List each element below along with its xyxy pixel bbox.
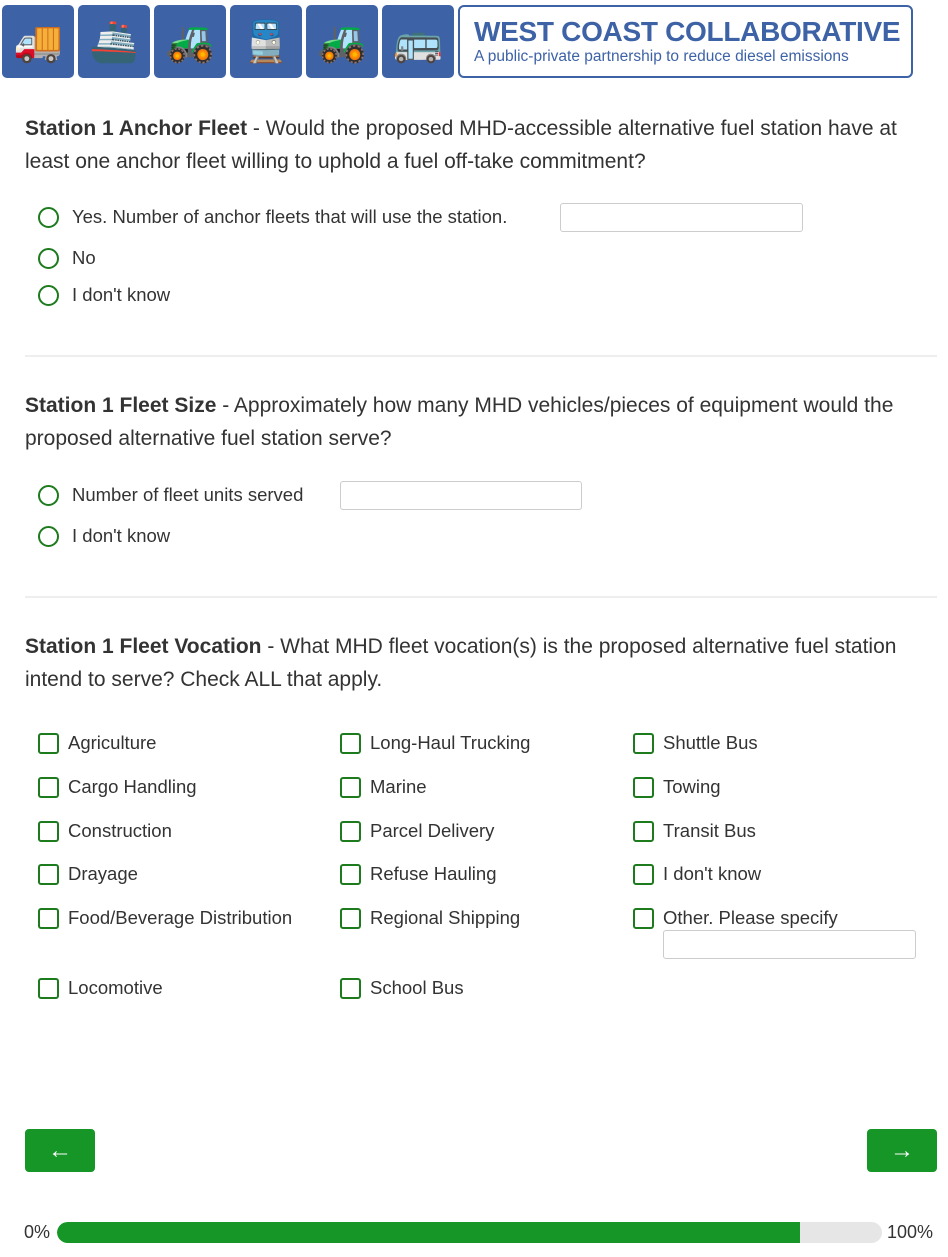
option-label: No xyxy=(72,247,96,268)
loader-icon: 🚜 xyxy=(154,5,226,78)
checkbox-option[interactable]: Agriculture xyxy=(38,731,156,755)
question-anchor-fleet: Station 1 Anchor Fleet - Would the propo… xyxy=(25,112,940,178)
progress-bar xyxy=(57,1222,882,1243)
checkbox[interactable] xyxy=(633,820,654,842)
question-fleet-vocation: Station 1 Fleet Vocation - What MHD flee… xyxy=(25,630,940,696)
checkbox[interactable] xyxy=(38,820,59,842)
radio-button[interactable] xyxy=(38,525,59,547)
progress-max-label: 100% xyxy=(887,1222,934,1242)
checkbox-option[interactable]: Drayage xyxy=(38,862,138,886)
checkbox[interactable] xyxy=(340,820,361,842)
checkbox-option[interactable]: Refuse Hauling xyxy=(340,862,497,886)
radio-dont-know[interactable]: I don't know xyxy=(38,283,170,307)
fleet-units-input[interactable] xyxy=(340,481,582,510)
checkbox-option[interactable]: Other. Please specify xyxy=(633,906,838,930)
checkbox-option[interactable]: Transit Bus xyxy=(633,819,756,843)
checkbox[interactable] xyxy=(340,907,361,929)
radio-dont-know[interactable]: I don't know xyxy=(38,524,170,548)
radio-button[interactable] xyxy=(38,484,59,506)
radio-no[interactable]: No xyxy=(38,246,96,270)
option-label: Towing xyxy=(663,776,721,797)
question-fleet-size: Station 1 Fleet Size - Approximately how… xyxy=(25,389,940,455)
option-label: Number of fleet units served xyxy=(72,484,304,505)
checkbox[interactable] xyxy=(38,907,59,929)
ship-icon: 🚢 xyxy=(78,5,150,78)
question-title: Station 1 Fleet Size xyxy=(25,394,217,417)
checkbox-option[interactable]: Long-Haul Trucking xyxy=(340,731,530,755)
option-label: Regional Shipping xyxy=(370,907,521,928)
divider xyxy=(25,596,937,598)
question-text: - Approximately how many MHD vehicles/pi… xyxy=(25,394,894,450)
option-label: Long-Haul Trucking xyxy=(370,732,531,753)
locomotive-icon: 🚆 xyxy=(230,5,302,78)
option-label: I don't know xyxy=(72,525,171,546)
checkbox[interactable] xyxy=(38,977,59,999)
radio-button[interactable] xyxy=(38,247,59,269)
option-label: Locomotive xyxy=(68,977,163,998)
option-label: Drayage xyxy=(68,863,138,884)
checkbox-option[interactable]: Construction xyxy=(38,819,172,843)
option-label: I don't know xyxy=(72,284,171,305)
option-label: Parcel Delivery xyxy=(370,820,495,841)
next-button[interactable]: → xyxy=(867,1129,937,1172)
divider xyxy=(25,355,937,357)
progress-fill xyxy=(57,1222,800,1243)
checkbox-option[interactable]: School Bus xyxy=(340,976,464,1000)
option-label: School Bus xyxy=(370,977,464,998)
checkbox-option[interactable]: Shuttle Bus xyxy=(633,731,758,755)
checkbox-option[interactable]: Locomotive xyxy=(38,976,163,1000)
checkbox[interactable] xyxy=(340,977,361,999)
radio-button[interactable] xyxy=(38,284,59,306)
option-label: Food/Beverage Distribution xyxy=(68,907,293,928)
question-text: - What MHD fleet vocation(s) is the prop… xyxy=(25,635,897,691)
checkbox[interactable] xyxy=(38,732,59,754)
checkbox-option[interactable]: Cargo Handling xyxy=(38,775,197,799)
bus-icon: 🚌 xyxy=(382,5,454,78)
checkbox[interactable] xyxy=(633,732,654,754)
radio-fleet-units[interactable]: Number of fleet units served xyxy=(38,483,303,507)
checkbox-option[interactable]: Marine xyxy=(340,775,427,799)
question-text: - Would the proposed MHD-accessible alte… xyxy=(25,117,897,173)
radio-yes[interactable]: Yes. Number of anchor fleets that will u… xyxy=(38,205,507,229)
checkbox[interactable] xyxy=(340,776,361,798)
truck-icon: 🚚 xyxy=(2,5,74,78)
tractor-icon: 🚜 xyxy=(306,5,378,78)
option-label: Yes. Number of anchor fleets that will u… xyxy=(72,206,508,227)
logo-subtitle: A public-private partnership to reduce d… xyxy=(474,48,849,65)
checkbox[interactable] xyxy=(633,907,654,929)
other-specify-input[interactable] xyxy=(663,930,916,959)
checkbox[interactable] xyxy=(633,863,654,885)
option-label: Transit Bus xyxy=(663,820,756,841)
logo: WEST COAST COLLABORATIVE A public-privat… xyxy=(458,5,913,78)
header-banner: 🚚 🚢 🚜 🚆 🚜 🚌 WEST COAST COLLABORATIVE A p… xyxy=(2,5,913,78)
checkbox[interactable] xyxy=(38,776,59,798)
logo-title: WEST COAST COLLABORATIVE xyxy=(474,16,901,47)
option-label: Other. Please specify xyxy=(663,907,838,928)
question-title: Station 1 Anchor Fleet xyxy=(25,117,248,140)
radio-button[interactable] xyxy=(38,206,59,228)
checkbox-option[interactable]: Regional Shipping xyxy=(340,906,520,930)
checkbox[interactable] xyxy=(633,776,654,798)
question-title: Station 1 Fleet Vocation xyxy=(25,635,262,658)
checkbox-option[interactable]: I don't know xyxy=(633,862,761,886)
option-label: Refuse Hauling xyxy=(370,863,497,884)
back-button[interactable]: ← xyxy=(25,1129,95,1172)
checkbox[interactable] xyxy=(340,863,361,885)
option-label: I don't know xyxy=(663,863,762,884)
option-label: Marine xyxy=(370,776,427,797)
checkbox[interactable] xyxy=(38,863,59,885)
progress-min-label: 0% xyxy=(24,1222,51,1242)
checkbox-option[interactable]: Food/Beverage Distribution xyxy=(38,906,292,930)
option-label: Agriculture xyxy=(68,732,157,753)
checkbox[interactable] xyxy=(340,732,361,754)
checkbox-option[interactable]: Towing xyxy=(633,775,721,799)
anchor-fleets-input[interactable] xyxy=(560,203,803,232)
option-label: Cargo Handling xyxy=(68,776,197,797)
option-label: Shuttle Bus xyxy=(663,732,758,753)
checkbox-option[interactable]: Parcel Delivery xyxy=(340,819,494,843)
option-label: Construction xyxy=(68,820,172,841)
